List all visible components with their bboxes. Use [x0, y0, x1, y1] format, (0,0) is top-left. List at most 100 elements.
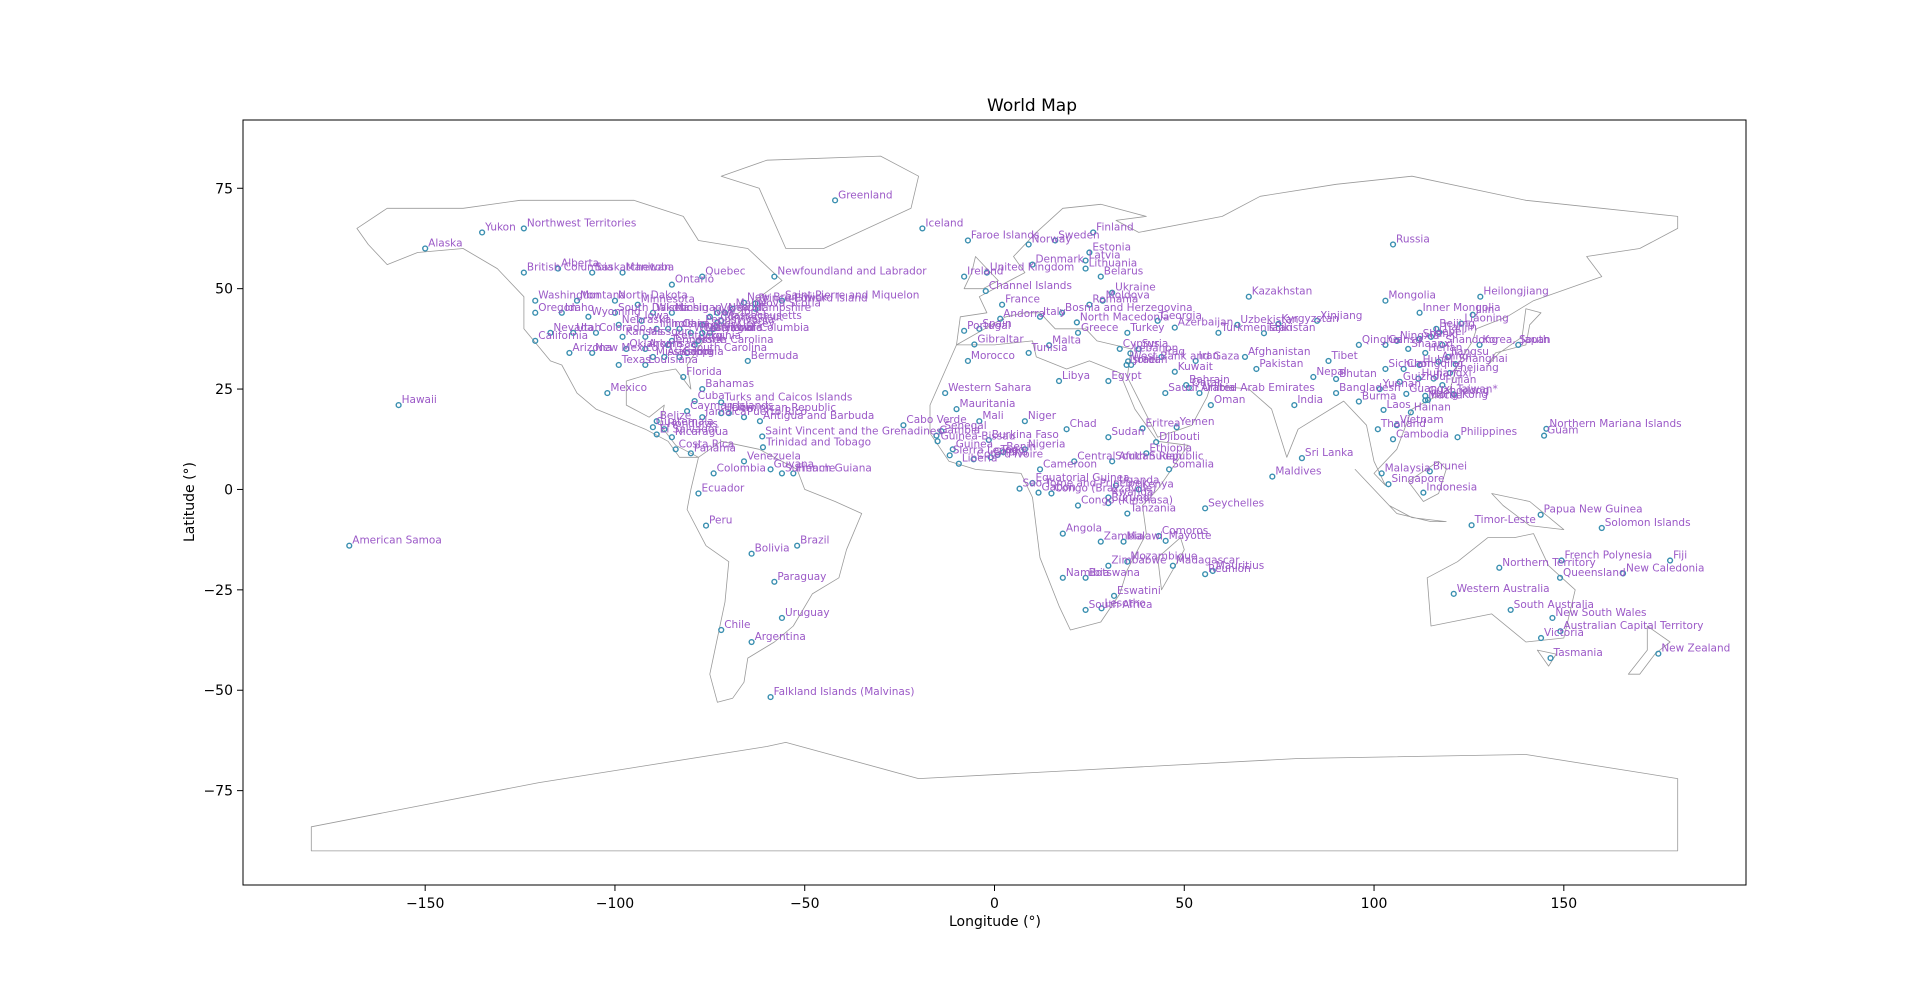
place-marker	[623, 345, 630, 352]
place-marker	[611, 309, 619, 316]
place-marker	[752, 300, 759, 307]
place-label: Liaoning	[1464, 313, 1509, 325]
place-marker	[1059, 530, 1066, 537]
place-marker	[1241, 353, 1249, 361]
place-label: Congo (Brazzaville)	[1054, 482, 1156, 494]
place-label: Mali	[982, 410, 1003, 422]
place-marker	[699, 414, 706, 421]
place-label: Sweden	[1058, 229, 1100, 241]
place-label: Namibia	[1066, 567, 1109, 579]
place-marker	[718, 410, 725, 417]
place-marker	[997, 315, 1004, 322]
place-marker	[589, 269, 596, 276]
place-marker	[976, 325, 983, 332]
place-marker	[346, 542, 353, 549]
place-label: New Zealand	[1661, 643, 1730, 655]
y-tick-label: −50	[203, 683, 233, 699]
x-tick-label: −150	[406, 896, 444, 912]
place-marker	[1325, 357, 1332, 365]
place-marker	[998, 301, 1006, 308]
place-marker	[1400, 365, 1407, 373]
place-marker	[1202, 505, 1209, 512]
place-label: Benin	[1006, 441, 1036, 453]
place-marker	[1298, 455, 1306, 462]
place-label: Ethiopia	[1149, 442, 1192, 454]
place-label: Lebanon	[1133, 342, 1178, 354]
place-marker	[1098, 605, 1105, 612]
place-label: Maldives	[1275, 466, 1321, 478]
place-label: Channel Islands	[989, 280, 1072, 292]
place-marker	[1086, 249, 1093, 256]
place-label: Sierra Leone	[953, 444, 1019, 456]
place-marker	[1124, 329, 1131, 336]
place-label: New Brunswick	[747, 292, 828, 304]
place-marker	[520, 269, 527, 276]
place-label: South Australia	[1514, 599, 1594, 611]
place-marker	[687, 329, 694, 336]
place-label: Oman	[1214, 394, 1246, 406]
place-marker	[1385, 481, 1392, 488]
place-label: Kenya	[1142, 478, 1174, 490]
place-label: Brazil	[800, 535, 829, 547]
place-marker	[642, 345, 649, 352]
place-marker	[934, 438, 941, 445]
place-label: Tennessee	[670, 334, 726, 346]
x-axis: −150 −100 −50 0 50 100 150	[406, 885, 1577, 912]
place-marker	[1422, 397, 1429, 404]
place-marker	[933, 432, 940, 439]
place-label: Bahrain	[1189, 374, 1230, 386]
place-marker	[1452, 361, 1459, 368]
place-label: Australian Capital Territory	[1563, 620, 1703, 632]
place-marker	[1557, 628, 1564, 635]
place-marker	[964, 357, 972, 365]
place-marker	[1158, 353, 1165, 361]
place-label: Idaho	[565, 302, 594, 314]
place-marker	[668, 434, 675, 441]
place-label: Cabo Verde	[906, 414, 966, 426]
coastlines	[310, 155, 1679, 852]
place-marker	[638, 317, 645, 324]
y-tick-label: 25	[215, 382, 233, 398]
place-label: Ningxia	[1400, 330, 1440, 342]
place-marker	[1439, 341, 1446, 348]
place-label: Wisconsin	[656, 302, 708, 314]
place-marker	[1269, 473, 1276, 480]
place-marker	[729, 305, 736, 312]
place-marker	[1543, 425, 1550, 432]
place-label: Burundi	[1111, 492, 1152, 504]
place-marker	[702, 522, 710, 529]
place-label: Alberta	[561, 258, 599, 270]
place-marker	[1433, 325, 1440, 332]
place-label: Syria	[1142, 338, 1169, 350]
place-marker	[771, 578, 778, 585]
place-label: Eritrea	[1146, 417, 1181, 429]
place-marker	[1124, 510, 1131, 517]
place-label: Quebec	[705, 266, 746, 278]
place-label: Nicaragua	[675, 426, 728, 438]
place-marker	[683, 349, 691, 357]
place-marker	[604, 389, 611, 397]
place-marker	[718, 399, 725, 406]
place-marker	[554, 265, 562, 272]
place-label: Lithuania	[1089, 258, 1138, 270]
place-label: Belarus	[1104, 266, 1143, 278]
place-marker	[395, 402, 402, 409]
place-marker	[653, 431, 660, 438]
place-label: India	[1297, 394, 1323, 406]
place-label: Indiana	[671, 318, 710, 330]
place-marker	[961, 327, 968, 334]
place-marker	[642, 361, 649, 369]
place-marker	[695, 337, 702, 344]
place-label: Iraq	[1165, 346, 1186, 358]
place-marker	[1116, 345, 1123, 352]
place-marker	[740, 458, 748, 465]
coastline	[356, 199, 783, 458]
place-label: Turkmenistan	[1220, 322, 1292, 334]
place-marker	[994, 451, 1001, 459]
place-label: Botswana	[1089, 567, 1140, 579]
place-marker	[1393, 422, 1400, 429]
place-marker	[532, 309, 539, 316]
place-marker	[706, 313, 713, 320]
place-label: Bosnia and Herzegovina	[1065, 302, 1193, 314]
place-label: Hebei	[1434, 326, 1464, 338]
